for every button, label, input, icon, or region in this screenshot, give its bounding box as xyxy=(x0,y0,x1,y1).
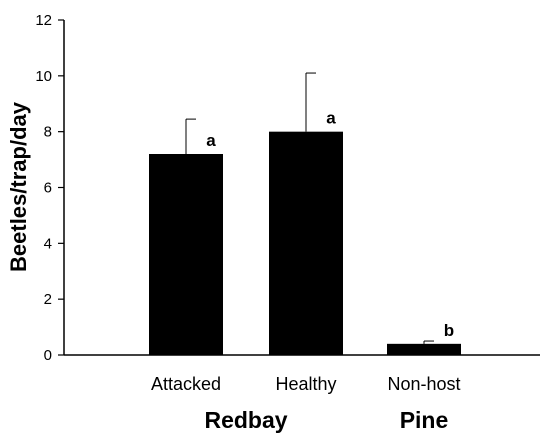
y-tick-label: 12 xyxy=(35,12,52,29)
x-tick-label: Non-host xyxy=(387,374,460,394)
bar-healthy xyxy=(269,131,343,355)
y-axis-title: Beetles/trap/day xyxy=(6,101,31,272)
bars xyxy=(149,131,461,355)
y-tick-label: 0 xyxy=(44,347,52,364)
group-label: Redbay xyxy=(204,407,287,433)
labels: a Attacked a Healthy b Non-host Redbay Pine xyxy=(151,109,461,433)
y-tick-label: 4 xyxy=(44,235,52,252)
bar-attacked xyxy=(149,154,223,355)
error-bars xyxy=(185,72,434,344)
x-tick-label: Attacked xyxy=(151,374,221,394)
significance-letter: a xyxy=(206,131,216,150)
y-tick-label: 10 xyxy=(35,68,52,85)
bar-non-host xyxy=(387,343,461,355)
y-tick-label: 2 xyxy=(44,291,52,308)
group-label: Pine xyxy=(400,407,449,433)
significance-letter: a xyxy=(326,109,336,128)
x-tick-label: Healthy xyxy=(275,374,336,394)
y-tick-label: 8 xyxy=(44,124,52,141)
significance-letter: b xyxy=(444,321,454,340)
y-tick-label: 6 xyxy=(44,180,52,197)
axes: 0 2 4 6 8 10 12 xyxy=(35,12,540,364)
